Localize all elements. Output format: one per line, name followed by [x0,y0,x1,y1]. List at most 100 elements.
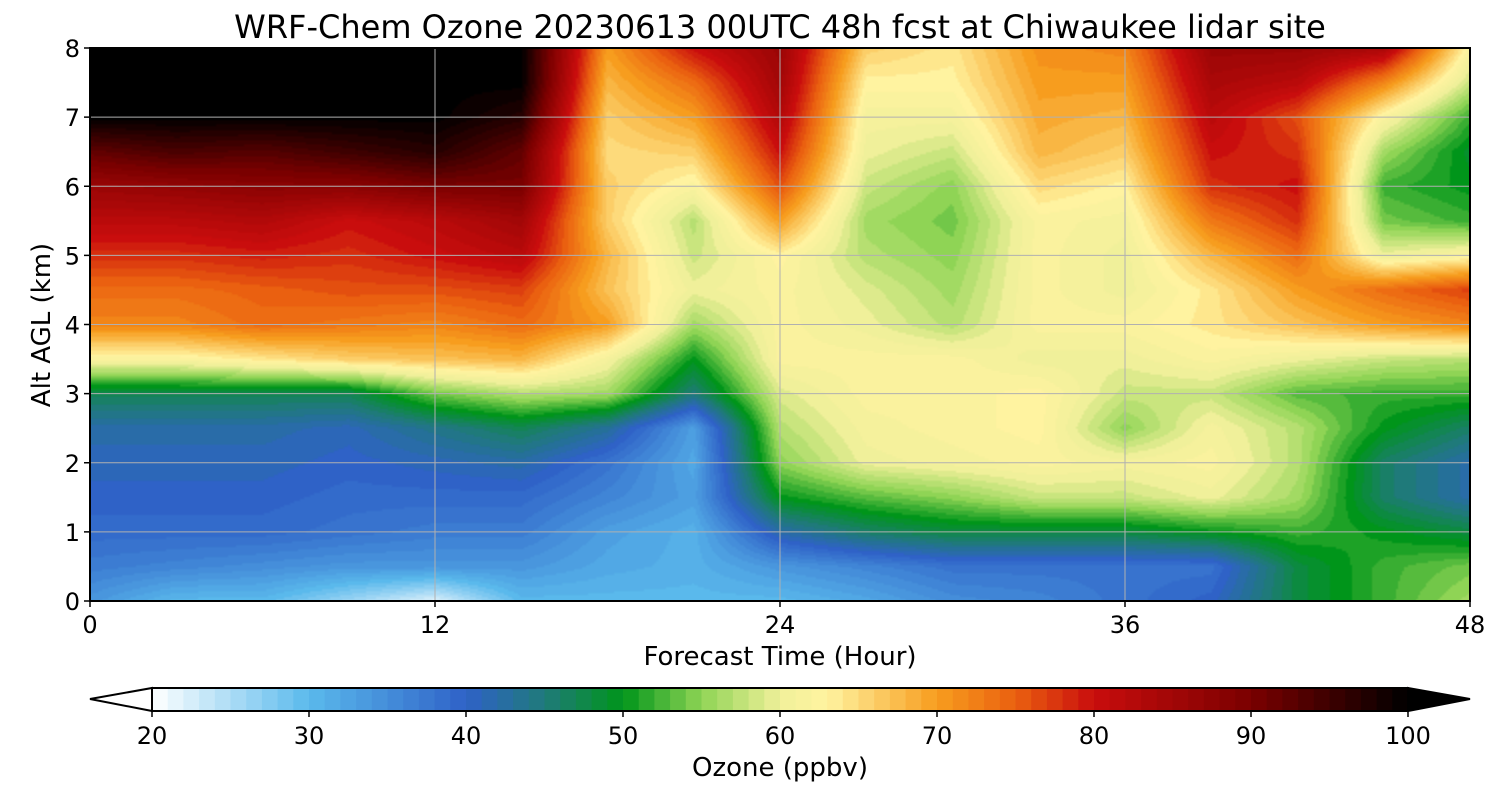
colorbar-tick-label: 40 [451,722,482,750]
colorbar-swatch [1329,688,1346,711]
colorbar-swatch [1125,688,1142,711]
colorbar-swatch [811,688,828,711]
colorbar-swatch [1156,688,1174,711]
colorbar-swatch [183,688,200,711]
x-axis-label: Forecast Time (Hour) [643,642,916,672]
colorbar-swatch [199,688,216,711]
chart-title: WRF-Chem Ozone 20230613 00UTC 48h fcst a… [234,8,1326,46]
x-tick-label: 24 [765,611,796,639]
colorbar-swatch [764,688,781,711]
colorbar-swatch [1188,688,1205,711]
colorbar-swatch [858,688,875,711]
y-axis-label: Alt AGL (km) [27,243,57,407]
colorbar-swatch [340,688,357,711]
colorbar-swatch [999,688,1017,711]
colorbar-swatch [513,688,530,711]
colorbar-ticks: 20 30 40 50 60 70 80 90 100 [137,711,1431,750]
x-tick-label: 48 [1455,611,1486,639]
y-tick-label: 0 [65,588,80,616]
colorbar-swatch [1345,688,1362,711]
y-tick-label: 7 [65,104,80,132]
colorbar-swatch [1078,688,1095,711]
colorbar-swatch [575,688,593,711]
colorbar-swatch [1094,688,1111,711]
colorbar-swatch [371,688,389,711]
colorbar-swatch [403,688,420,711]
y-tick-label: 8 [65,35,80,63]
colorbar-swatch [434,688,451,711]
colorbar-swatch [246,688,263,711]
colorbar-swatch [1282,688,1299,711]
colorbar-swatch [497,688,514,711]
colorbar-swatch [1109,688,1126,711]
colorbar-tick-label: 100 [1385,722,1431,750]
colorbar-swatch [356,688,373,711]
colorbar-swatch [780,688,797,711]
colorbar-swatch [827,688,844,711]
colorbar-swatch [654,688,671,711]
colorbar-swatch [670,688,687,711]
colorbar-swatch [481,688,498,711]
colorbar-swatch [1376,688,1393,711]
colorbar-swatch [937,688,954,711]
colorbar-swatch [528,688,546,711]
colorbar-swatch [418,688,436,711]
colorbar-swatch [324,688,341,711]
colorbar-swatch [748,688,765,711]
colorbar-swatch [732,688,750,711]
colorbar-swatch [230,688,247,711]
x-axis-ticks: 0 12 24 36 48 [82,601,1485,639]
colorbar-swatch [874,688,891,711]
colorbar-low-extend-arrow [89,686,153,713]
colorbar-swatch [795,688,812,711]
colorbar-label: Ozone (ppbv) [692,753,868,783]
colorbar-swatch [952,688,969,711]
y-tick-label: 1 [65,519,80,547]
y-tick-label: 2 [65,450,80,478]
x-tick-label: 12 [420,611,451,639]
colorbar-swatch [717,688,734,711]
colorbar-swatch [1172,688,1189,711]
colorbar-swatch [277,688,294,711]
colorbar-swatch [1266,688,1283,711]
y-tick-label: 3 [65,381,80,409]
colorbar-swatch [309,688,326,711]
y-tick-label: 6 [65,173,80,201]
colorbar-swatch [968,688,985,711]
colorbar-swatch [1203,688,1221,711]
colorbar: 20 30 40 50 60 70 80 90 100 Ozone (ppbv) [89,686,1471,783]
colorbar-swatch [1046,688,1064,711]
colorbar-swatch [1392,688,1409,711]
colorbar-swatch [591,688,608,711]
colorbar-swatch [167,688,184,711]
colorbar-swatches [152,688,1409,711]
colorbar-swatch [1360,688,1378,711]
colorbar-swatch [1219,688,1236,711]
y-axis-ticks: 0 1 2 3 4 5 6 7 8 [65,35,90,616]
colorbar-swatch [842,688,860,711]
colorbar-high-extend-arrow [1407,686,1471,713]
colorbar-swatch [905,688,922,711]
colorbar-swatch [1235,688,1252,711]
colorbar-swatch [152,688,169,711]
plot-area [89,47,1471,602]
colorbar-tick-label: 70 [922,722,953,750]
y-tick-label: 5 [65,242,80,270]
colorbar-tick-label: 80 [1079,722,1110,750]
colorbar-swatch [1062,688,1079,711]
colorbar-swatch [560,688,577,711]
colorbar-swatch [1251,688,1268,711]
colorbar-swatch [685,688,703,711]
colorbar-swatch [701,688,718,711]
colorbar-swatch [450,688,467,711]
colorbar-swatch [544,688,561,711]
y-tick-label: 4 [65,312,80,340]
colorbar-swatch [387,688,404,711]
colorbar-swatch [607,688,624,711]
x-tick-label: 0 [82,611,97,639]
colorbar-swatch [261,688,279,711]
colorbar-swatch [1015,688,1032,711]
colorbar-swatch [1313,688,1331,711]
colorbar-tick-label: 30 [294,722,325,750]
